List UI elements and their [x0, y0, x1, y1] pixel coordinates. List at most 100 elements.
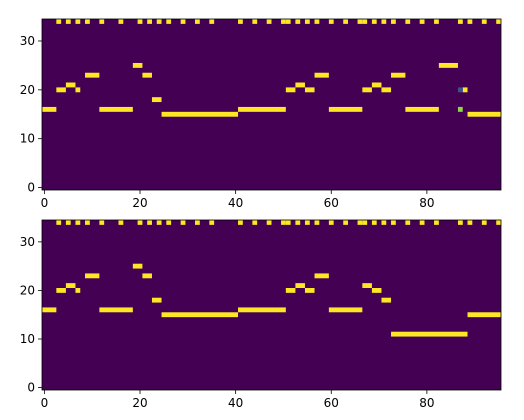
beat-marker-cell — [362, 220, 368, 225]
plot-frame — [41, 219, 502, 391]
beat-marker-cell — [343, 19, 348, 24]
beat-marker-cell — [65, 220, 71, 225]
beat-marker-cell — [357, 19, 363, 24]
beat-marker-cell — [371, 19, 377, 24]
beat-marker-cell — [266, 19, 272, 24]
y-tick-label: 0 — [27, 381, 35, 395]
note-cell — [438, 62, 458, 68]
note-cell — [285, 87, 296, 93]
note-cell — [85, 72, 100, 78]
note-cell — [391, 331, 468, 337]
x-tick-label: 20 — [132, 196, 147, 210]
beat-marker-cell — [99, 19, 105, 24]
top-piano-roll-panel: 0 20 40 60 80 0 10 20 30 — [20, 18, 502, 210]
beat-marker-cell — [238, 19, 243, 24]
beat-marker-cell — [252, 220, 258, 225]
note-cell — [405, 106, 439, 112]
note-cell — [65, 283, 76, 288]
plot-background — [42, 220, 501, 390]
beat-marker-cell — [434, 19, 439, 24]
beat-marker-cell — [147, 19, 152, 24]
beat-marker-cell — [85, 220, 90, 225]
beat-marker-cell — [405, 19, 411, 24]
beat-marker-cell — [195, 220, 200, 225]
beat-marker-cell — [156, 220, 162, 225]
x-tick-label: 0 — [41, 396, 49, 410]
note-cell — [99, 106, 133, 112]
note-cell — [304, 288, 315, 293]
beat-marker-cell — [238, 220, 243, 225]
note-cell — [151, 97, 162, 103]
y-tick-label: 30 — [20, 235, 35, 249]
beat-marker-cell — [166, 220, 172, 225]
beat-marker-cell — [75, 220, 81, 225]
note-cell — [151, 297, 162, 303]
beat-marker-cell — [304, 220, 310, 225]
note-cell — [391, 72, 406, 78]
note-cell — [238, 307, 286, 313]
beat-marker-cell — [419, 220, 425, 225]
beat-marker-cell — [467, 220, 473, 225]
beat-marker-cell — [405, 220, 411, 225]
note-cell — [285, 288, 296, 293]
note-cell — [65, 82, 76, 88]
note-cell — [362, 283, 372, 288]
note-cell — [381, 297, 392, 303]
beat-marker-cell — [314, 19, 320, 24]
beat-marker-cell — [118, 19, 124, 24]
note-cell — [295, 283, 305, 288]
y-tick-label: 0 — [27, 181, 35, 195]
note-cell — [238, 106, 286, 112]
plot-background — [42, 19, 501, 190]
beat-marker-cell — [156, 19, 162, 24]
beat-marker-cell — [166, 19, 172, 24]
note-cell — [161, 111, 239, 117]
beat-marker-cell — [209, 220, 215, 225]
note-cell — [56, 288, 66, 293]
note-cell — [314, 72, 329, 78]
note-cell — [132, 263, 143, 269]
beat-marker-cell — [457, 220, 463, 225]
note-cell — [328, 106, 363, 112]
beat-marker-cell — [434, 220, 439, 225]
beat-marker-cell — [371, 220, 377, 225]
x-tick-label: 40 — [228, 196, 243, 210]
note-cell — [295, 82, 305, 88]
note-cell — [371, 288, 382, 293]
y-tick-label: 30 — [20, 34, 35, 48]
x-tick-label: 20 — [132, 396, 147, 410]
bottom-piano-roll-panel: 0 20 40 60 80 0 10 20 30 — [20, 219, 502, 410]
beat-marker-cell — [209, 19, 215, 24]
note-cell — [362, 87, 372, 93]
note-cell — [75, 288, 81, 293]
note-cell — [462, 87, 468, 93]
x-tick-label: 60 — [324, 396, 339, 410]
beat-marker-cell — [281, 19, 286, 24]
y-tick-label: 10 — [20, 332, 35, 346]
beat-marker-cell — [180, 220, 186, 225]
note-cell — [75, 87, 81, 93]
beat-marker-cell — [252, 19, 258, 24]
beat-marker-cell — [328, 19, 334, 24]
beat-marker-cell — [496, 19, 501, 24]
note-cell — [381, 87, 392, 93]
beat-marker-cell — [180, 19, 186, 24]
y-tick-label: 20 — [20, 83, 35, 97]
beat-marker-cell — [281, 220, 286, 225]
beat-marker-cell — [137, 220, 143, 225]
beat-marker-cell — [195, 19, 200, 24]
beat-marker-cell — [295, 19, 301, 24]
beat-marker-cell — [56, 220, 62, 225]
note-cell — [132, 62, 143, 68]
note-cell — [467, 111, 501, 117]
x-tick-label: 40 — [228, 396, 243, 410]
beat-marker-cell — [391, 19, 396, 24]
beat-marker-cell — [56, 19, 62, 24]
beat-marker-cell — [391, 220, 396, 225]
beat-marker-cell — [481, 19, 487, 24]
beat-marker-cell — [357, 220, 363, 225]
note-cell — [42, 106, 57, 112]
beat-marker-cell — [285, 19, 291, 24]
note-cell — [142, 273, 152, 279]
x-tick-label: 80 — [419, 396, 434, 410]
